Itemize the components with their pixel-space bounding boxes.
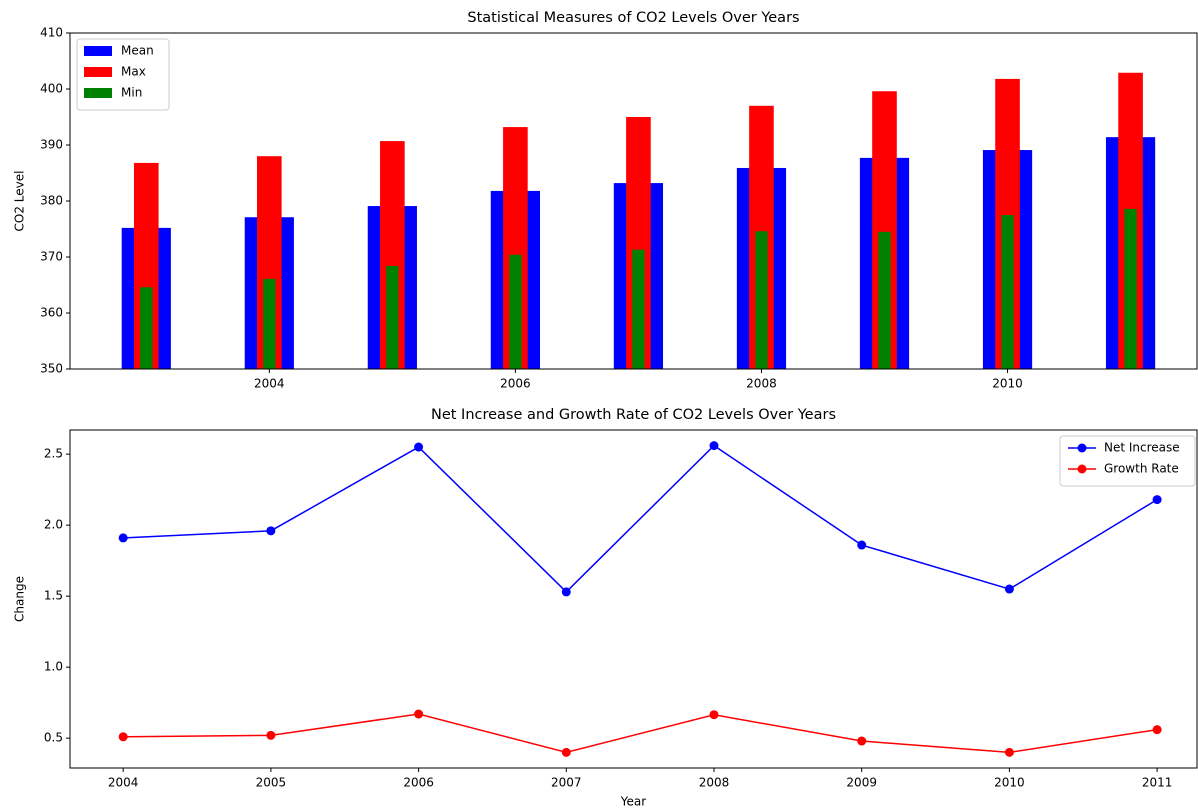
point xyxy=(561,587,571,597)
point xyxy=(709,441,719,451)
bar xyxy=(509,254,522,369)
point xyxy=(857,540,867,550)
point xyxy=(561,747,571,757)
point xyxy=(1152,495,1162,505)
y-tick-label: 390 xyxy=(40,138,63,152)
legend-marker xyxy=(1077,464,1087,474)
line xyxy=(123,713,1158,754)
bar xyxy=(755,231,768,369)
x-tick-label: 2008 xyxy=(699,776,730,790)
bar xyxy=(386,265,399,369)
x-tick-label: 2004 xyxy=(254,377,285,391)
x-tick-label: 2009 xyxy=(846,776,877,790)
bar xyxy=(632,249,645,369)
y-tick-label: 360 xyxy=(40,306,63,320)
x-tick-label: 2011 xyxy=(1142,776,1173,790)
chart-title: Statistical Measures of CO2 Levels Over … xyxy=(467,10,799,26)
x-axis-label: Year xyxy=(620,795,646,809)
legend-label: Min xyxy=(121,86,142,100)
bar xyxy=(1001,215,1014,369)
y-tick-label: 350 xyxy=(40,362,63,376)
bar xyxy=(263,278,276,369)
x-tick-label: 2010 xyxy=(992,377,1023,391)
legend: Mean Max Min xyxy=(76,38,170,111)
point xyxy=(118,533,128,543)
point xyxy=(1152,725,1162,735)
y-axis-label: CO2 Level xyxy=(13,171,27,232)
point xyxy=(1004,584,1014,594)
legend-label: Net Increase xyxy=(1104,441,1180,455)
point xyxy=(709,710,719,720)
point xyxy=(414,442,424,452)
x-tick-label: 2006 xyxy=(500,377,531,391)
point xyxy=(266,730,276,740)
point xyxy=(857,736,867,746)
point xyxy=(118,732,128,742)
x-tick-label: 2010 xyxy=(994,776,1025,790)
y-tick-label: 410 xyxy=(40,26,63,40)
y-tick-label: 370 xyxy=(40,250,63,264)
chart-title: Net Increase and Growth Rate of CO2 Leve… xyxy=(431,407,836,423)
y-tick-label: 1.5 xyxy=(44,589,63,603)
y-axis-label: Change xyxy=(13,576,27,622)
legend: Net Increase Growth Rate xyxy=(1059,435,1196,487)
y-tick-label: 0.5 xyxy=(44,731,63,745)
x-tick-label: 2004 xyxy=(108,776,139,790)
x-tick-label: 2005 xyxy=(256,776,287,790)
y-tick-label: 1.0 xyxy=(44,660,63,674)
y-tick-label: 380 xyxy=(40,194,63,208)
legend-label: Growth Rate xyxy=(1104,462,1179,476)
point xyxy=(414,709,424,719)
legend-label: Max xyxy=(121,65,146,79)
y-tick-label: 2.5 xyxy=(44,447,63,461)
legend-swatch xyxy=(84,88,112,98)
y-tick-label: 2.0 xyxy=(44,518,63,532)
line xyxy=(123,444,1158,593)
y-tick-label: 400 xyxy=(40,82,63,96)
x-tick-label: 2006 xyxy=(403,776,434,790)
legend-swatch xyxy=(84,46,112,56)
bar xyxy=(878,231,891,369)
point xyxy=(1004,747,1014,757)
axes-frame xyxy=(69,32,1198,370)
x-tick-label: 2008 xyxy=(746,377,777,391)
point xyxy=(266,526,276,536)
legend-marker xyxy=(1077,443,1087,453)
legend-swatch xyxy=(84,67,112,77)
bar xyxy=(1124,208,1137,369)
legend-label: Mean xyxy=(121,44,154,58)
x-tick-label: 2007 xyxy=(551,776,582,790)
bar xyxy=(140,287,153,369)
axes-frame xyxy=(69,429,1198,769)
